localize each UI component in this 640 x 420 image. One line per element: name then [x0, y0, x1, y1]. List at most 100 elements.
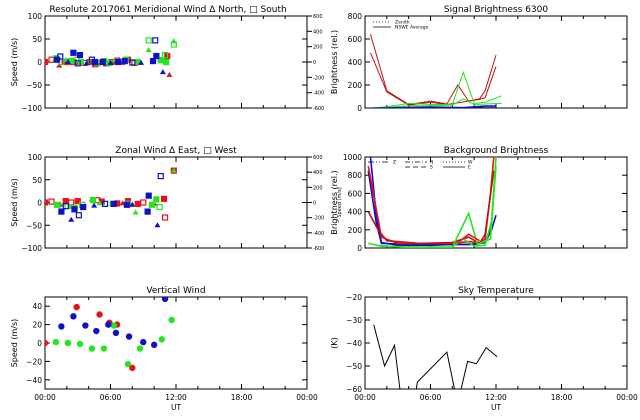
- data-point: [70, 49, 77, 56]
- data-point: [115, 58, 122, 66]
- data-point: [68, 216, 75, 222]
- data-point: [96, 311, 103, 318]
- series-line: [370, 52, 497, 106]
- data-point: [88, 345, 96, 352]
- data-point: [57, 53, 64, 60]
- y-tick-label: 400: [348, 208, 363, 217]
- legend-label: N: [430, 160, 433, 166]
- legend-label: S: [430, 165, 433, 171]
- right-tick-label: -600: [313, 106, 324, 112]
- data-point: [96, 200, 103, 206]
- data-point: [140, 199, 147, 206]
- data-point: [56, 62, 63, 68]
- y-tick-label: −50: [346, 362, 362, 371]
- right-tick-label: 200: [313, 185, 323, 191]
- right-tick-label: 400: [313, 29, 323, 35]
- plot-area: [370, 34, 502, 108]
- data-point: [121, 57, 128, 65]
- data-point: [76, 51, 84, 59]
- series-line: [373, 324, 401, 389]
- data-point: [149, 57, 157, 65]
- chart-title: Sky Temperature: [458, 286, 534, 296]
- data-point: [161, 51, 169, 59]
- data-point: [101, 200, 109, 207]
- data-point: [45, 199, 49, 206]
- right-tick-label: 0: [313, 60, 316, 66]
- data-point: [152, 37, 159, 44]
- data-point: [129, 364, 136, 372]
- right-tick-label: 600: [313, 155, 323, 161]
- y-tick-label: 800: [348, 12, 363, 21]
- x-tick-label: 00:00: [354, 393, 376, 402]
- data-point: [125, 333, 133, 340]
- data-point: [154, 222, 161, 228]
- data-point: [70, 313, 77, 320]
- series-line: [369, 157, 497, 247]
- y-tick-label: 40: [32, 302, 42, 311]
- y-tick-label: 100: [28, 12, 43, 21]
- x-tick-label: 12:00: [165, 393, 187, 402]
- data-point: [166, 71, 173, 77]
- data-point: [77, 58, 85, 66]
- data-point: [168, 316, 175, 324]
- plot-frame: [44, 15, 308, 109]
- right-tick-label: 200: [313, 45, 323, 51]
- data-point: [144, 208, 151, 215]
- x-tick-label: 06:00: [420, 393, 442, 402]
- x-axis-label: UT: [491, 403, 501, 412]
- right-tick-label: 600: [313, 14, 323, 20]
- data-point: [148, 201, 156, 208]
- plot-frame: [364, 296, 628, 390]
- y-tick-label: 50: [32, 176, 42, 185]
- data-point: [45, 58, 49, 66]
- data-point: [153, 196, 160, 203]
- legend-label: E: [468, 165, 471, 171]
- data-point: [48, 198, 55, 205]
- y-tick-label: −20: [346, 293, 362, 302]
- y-tick-label: −40: [346, 339, 362, 348]
- chart-title: Vertical Wind: [146, 286, 205, 296]
- data-point: [145, 47, 152, 53]
- plot-area: [373, 324, 498, 389]
- data-point: [74, 198, 81, 205]
- y-axis-label: Speed (m/s): [10, 319, 19, 368]
- data-point: [45, 339, 49, 347]
- legend-label: NSWE Average: [395, 25, 429, 31]
- data-point: [99, 58, 106, 66]
- chart-title: Resolute 2017061 Meridional Wind Δ North…: [49, 5, 286, 15]
- y-tick-label: −20: [26, 357, 42, 366]
- data-point: [100, 345, 108, 352]
- legend-label: W: [468, 160, 473, 166]
- right-tick-label: -400: [313, 231, 324, 237]
- series-line: [367, 170, 493, 246]
- data-point: [153, 52, 160, 60]
- plot-area: [45, 37, 177, 77]
- legend-label: Zenith: [395, 20, 410, 26]
- right-axis-label: Speed (m/s): [337, 187, 343, 217]
- data-point: [74, 60, 81, 67]
- y-axis-label: Speed (m/s): [10, 38, 19, 87]
- x-tick-label: 00:00: [296, 393, 318, 402]
- data-point: [157, 173, 164, 180]
- data-point: [64, 59, 71, 64]
- series-line: [370, 34, 497, 106]
- series-line: [415, 351, 455, 389]
- data-point: [92, 58, 99, 66]
- y-tick-label: 100: [28, 153, 43, 162]
- x-tick-label: 00:00: [34, 393, 56, 402]
- y-axis-label: Brightness (rel.): [330, 170, 339, 234]
- y-tick-label: −100: [21, 104, 42, 113]
- chart-title: Signal Brightness 6300: [444, 5, 548, 15]
- data-point: [58, 323, 65, 330]
- data-point: [150, 341, 158, 349]
- right-tick-label: 0: [313, 201, 316, 207]
- data-point: [123, 201, 130, 208]
- x-axis-label: UT: [171, 403, 181, 412]
- y-tick-label: 50: [32, 35, 42, 44]
- series-line: [370, 106, 496, 108]
- right-tick-label: -200: [313, 216, 324, 222]
- y-tick-label: −60: [346, 385, 362, 394]
- data-point: [112, 329, 120, 337]
